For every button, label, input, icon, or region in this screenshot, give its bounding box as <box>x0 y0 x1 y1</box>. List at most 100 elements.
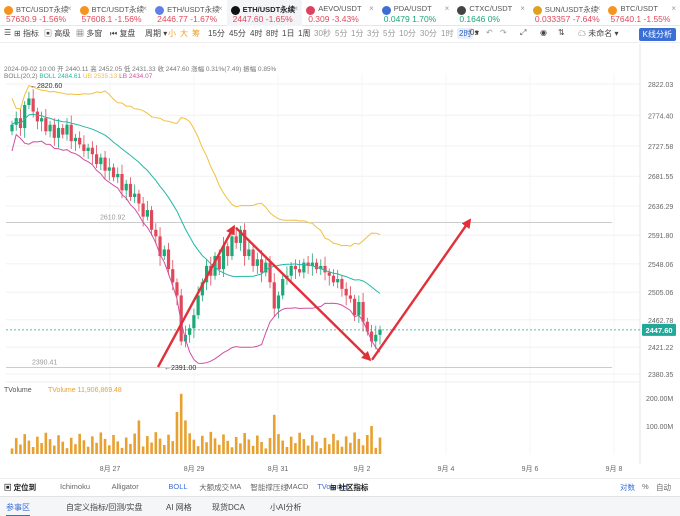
percent-scale-toggle[interactable]: % <box>642 482 649 491</box>
ticker-name: BTC/USDT <box>620 4 658 13</box>
volume-bar <box>260 441 263 454</box>
interval-more-icon[interactable]: ▾ <box>475 28 480 37</box>
chips-button[interactable]: 筹 <box>192 29 200 38</box>
volume-bar <box>124 437 128 454</box>
close-icon[interactable]: × <box>671 4 676 13</box>
indicator-option[interactable]: Ichimoku <box>60 482 91 491</box>
indicator-option[interactable]: MA <box>230 482 242 491</box>
log-scale-toggle[interactable]: 对数 <box>620 483 635 492</box>
replay-button[interactable]: ⏮ 复盘 <box>110 29 136 38</box>
candle-body <box>192 315 196 329</box>
ohlc-info: 2024-09-02 10:00 开 2440.11 高 2452.05 低 2… <box>4 63 276 73</box>
ticker-tab[interactable]: ETH/USDT永续 × 2447.60 -1.65% <box>226 0 303 26</box>
redo-icon[interactable]: ↷ <box>500 28 507 37</box>
volume-bar <box>103 438 107 454</box>
footer-tab[interactable]: 现货DCA <box>212 503 245 512</box>
boll-info: BOLL(20,2) BOLL 2484.61 UB 2535.13 LB 24… <box>4 73 152 80</box>
ticker-tab[interactable]: SUN/USDT永续 × 0.033357 -7.64% <box>529 0 605 26</box>
ticker-tab[interactable]: BTC/USDT永续 × 57630.9 -1.56% <box>0 0 76 26</box>
interval-option[interactable]: 5分 <box>383 29 396 38</box>
indicator-option[interactable]: TVolume <box>317 482 347 491</box>
undo-icon[interactable]: ↶ <box>486 28 493 37</box>
candle-body <box>82 144 86 151</box>
ticker-price: 0.1646 0% <box>459 14 500 24</box>
footer-tab[interactable]: 小AI分析 <box>270 503 302 512</box>
candle-body <box>120 173 124 191</box>
camera-icon[interactable]: ◉ <box>540 28 547 37</box>
candle-body <box>103 157 107 171</box>
auto-scale-toggle[interactable]: 自动 <box>656 483 671 492</box>
interval-option[interactable]: 30分 <box>420 29 437 38</box>
indicator-option[interactable]: MACD <box>286 482 309 491</box>
interval-option[interactable]: 4时 <box>250 29 263 38</box>
size-small-button[interactable]: 小 <box>168 29 176 38</box>
indicator-option[interactable]: 大额成交 <box>199 483 230 492</box>
interval-option[interactable]: 8时 <box>266 29 279 38</box>
size-large-button[interactable]: 大 <box>180 29 188 38</box>
indicator-option[interactable]: 智能撑压线 <box>250 483 288 492</box>
indicator-option[interactable]: BOLL <box>168 482 188 491</box>
x-tick-label: 9月 4 <box>438 465 455 473</box>
ticker-tab[interactable]: BTC/USDT × 57640.1 -1.55% <box>604 0 680 26</box>
volume-bar <box>116 441 120 454</box>
current-price-tag <box>642 323 676 336</box>
volume-bar <box>281 440 285 454</box>
indicator-option[interactable]: Alligator <box>111 482 139 491</box>
ticker-name: BTC/USDT永续 <box>91 5 145 14</box>
footer-tab[interactable]: 自定义指标/回测/实盘 <box>66 503 143 512</box>
close-icon[interactable]: × <box>66 4 72 13</box>
footer-tab[interactable]: AI 网格 <box>166 503 192 512</box>
close-icon[interactable]: × <box>369 4 374 13</box>
ticker-tab[interactable]: CTXC/USDT × 0.1646 0% <box>453 0 529 26</box>
ticker-tab[interactable]: AEVO/USDT × 0.309 -3.43% <box>302 0 378 26</box>
advanced-button[interactable]: ▣ 高级 <box>44 29 71 38</box>
chart-toolbar: ☰ ⊞ 指标 ▣ 高级 ▦ 多窗 ⏮ 复盘 周期 ▾ 小 大 筹 15分 45分 4… <box>0 26 680 43</box>
close-icon[interactable]: × <box>444 4 450 13</box>
interval-option[interactable]: 45分 <box>229 29 246 38</box>
volume-bar <box>247 439 251 454</box>
ticker-tab[interactable]: BTC/USDT永续 × 57608.1 -1.56% <box>76 0 152 26</box>
price-chart[interactable]: 2822.03 2774.40 2727.58 2681.55 2636.29 2591.… <box>0 44 680 478</box>
save-layout-dropdown[interactable]: ☁ 未命名 ▾ <box>578 29 619 38</box>
candle-body <box>133 193 137 197</box>
kline-analysis-button[interactable]: K线分析 <box>638 28 676 41</box>
candle-body <box>111 167 116 178</box>
volume-bar <box>141 446 145 454</box>
interval-option[interactable]: 5分 <box>335 29 348 38</box>
interval-option[interactable]: 2时 <box>457 28 474 39</box>
volume-bar <box>91 436 94 454</box>
indicators-button[interactable]: ⊞ 指标 <box>14 29 39 38</box>
community-indicators-button[interactable]: ⊞ 社区指标 <box>330 483 369 492</box>
ohlc-text: 2024-09-02 10:00 开 2440.11 高 2452.05 低 2… <box>4 66 277 73</box>
interval-option[interactable]: 1周 <box>298 29 311 38</box>
interval-option[interactable]: 1分 <box>351 29 364 38</box>
ticker-price: 0.033357 -7.64% <box>534 14 600 24</box>
footer-tab[interactable]: 参事区 <box>6 502 30 516</box>
close-icon[interactable]: × <box>520 4 525 13</box>
toolbar-settings-icon[interactable]: ☰ <box>4 28 12 37</box>
fullscreen-icon[interactable]: ⤢ <box>520 28 527 37</box>
y-tick-label: 2548.06 <box>648 262 673 269</box>
interval-option[interactable]: 15分 <box>208 29 225 38</box>
volume-bar <box>239 443 242 454</box>
cycle-dropdown[interactable]: 周期 ▾ <box>145 29 168 38</box>
ticker-tab[interactable]: ETH/USDT永续 × 2446.77 -1.67% <box>151 0 227 26</box>
multi-window-button[interactable]: ▦ 多窗 <box>76 29 103 38</box>
volume-bar <box>243 433 246 454</box>
interval-option[interactable]: 10分 <box>399 29 416 38</box>
close-icon[interactable]: × <box>595 4 601 13</box>
ticker-tab[interactable]: PDA/USDT × 0.0479 1.70% <box>378 0 454 26</box>
close-icon[interactable]: × <box>293 4 299 13</box>
volume-bar <box>370 426 373 454</box>
interval-option[interactable]: 1时 <box>441 29 454 38</box>
chart-type-icon[interactable]: ⇅ <box>558 28 565 37</box>
close-icon[interactable]: × <box>217 4 223 13</box>
close-icon[interactable]: × <box>142 4 148 13</box>
advanced-label: 高级 <box>54 29 71 38</box>
ticker-name: CTXC/USDT <box>469 4 513 13</box>
volume-bar <box>319 448 323 454</box>
locate-button[interactable]: ▣ 定位到 <box>4 483 37 492</box>
interval-option[interactable]: 3分 <box>367 29 380 38</box>
interval-option[interactable]: 1日 <box>282 29 295 38</box>
interval-option[interactable]: 30秒 <box>314 29 331 38</box>
